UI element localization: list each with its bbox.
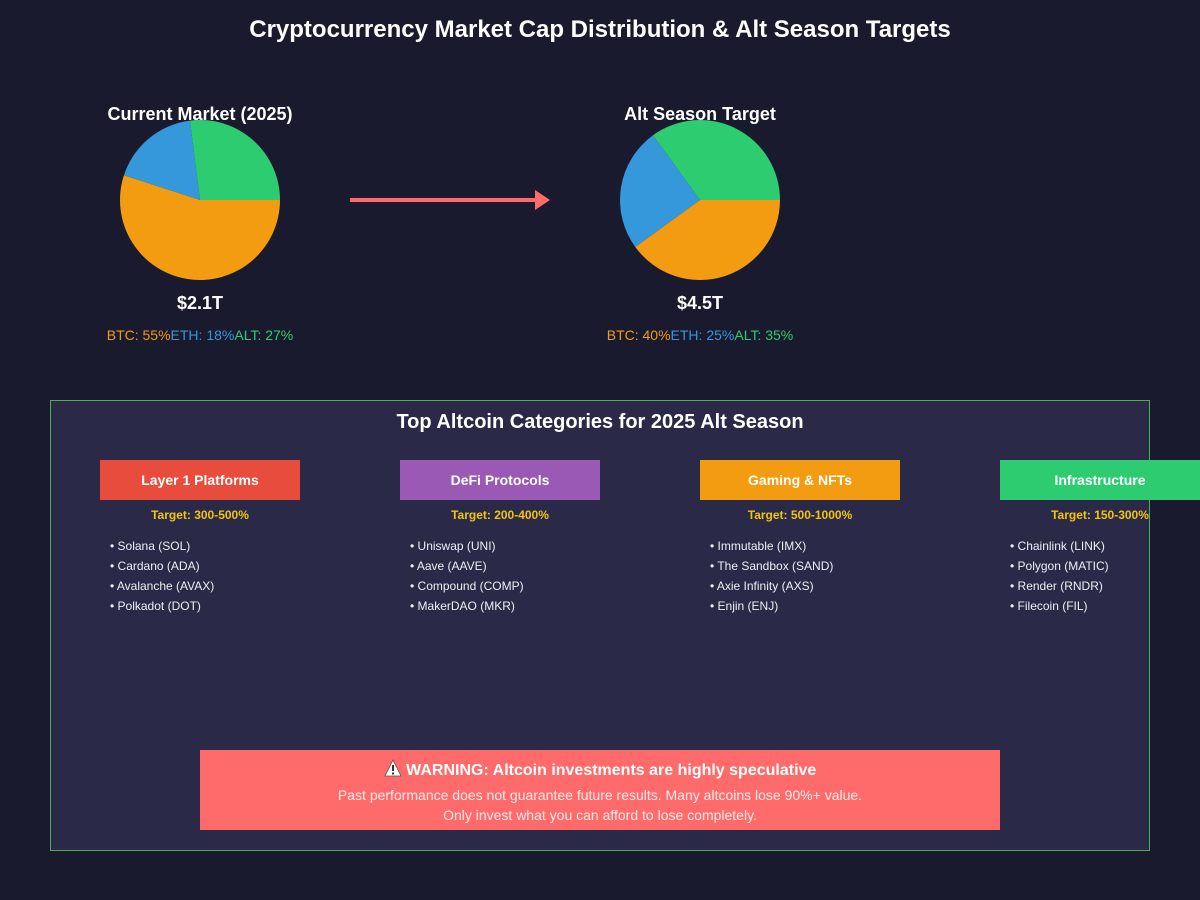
category-target: Target: 150-300% bbox=[1051, 508, 1149, 522]
category-list: • Immutable (IMX) • The Sandbox (SAND) •… bbox=[700, 536, 900, 616]
warning-triangle-icon bbox=[384, 759, 402, 777]
list-item: • Chainlink (LINK) bbox=[1010, 539, 1105, 553]
legend-btc: BTC: 55% bbox=[106, 327, 171, 343]
list-item: • Polygon (MATIC) bbox=[1010, 559, 1109, 573]
category-header-defi: DeFi Protocols bbox=[400, 460, 600, 500]
list-item: • Axie Infinity (AXS) bbox=[710, 579, 814, 593]
category-header-infrastructure: Infrastructure bbox=[1000, 460, 1200, 500]
category-target: Target: 200-400% bbox=[451, 508, 549, 522]
pie-chart-target-svg bbox=[620, 120, 780, 280]
list-item: • Filecoin (FIL) bbox=[1010, 599, 1088, 613]
legend-eth: ETH: 18% bbox=[170, 327, 235, 343]
list-item: • Compound (COMP) bbox=[410, 579, 524, 593]
pie-legend: BTC: 55% ETH: 18% ALT: 27% bbox=[80, 327, 320, 343]
list-item: • Avalanche (AVAX) bbox=[110, 579, 215, 593]
warning-line-1: Past performance does not guarantee futu… bbox=[337, 787, 863, 803]
category-list: • Solana (SOL) • Cardano (ADA) • Avalanc… bbox=[100, 536, 300, 616]
list-item: • Immutable (IMX) bbox=[710, 539, 807, 553]
transition-arrow-icon bbox=[350, 190, 550, 210]
legend-alt: ALT: 27% bbox=[234, 327, 294, 343]
pie-slice-eth bbox=[123, 120, 200, 200]
legend-btc: BTC: 40% bbox=[606, 327, 671, 343]
list-item: • Cardano (ADA) bbox=[110, 559, 200, 573]
list-item: • MakerDAO (MKR) bbox=[410, 599, 515, 613]
list-item: • Render (RNDR) bbox=[1010, 579, 1103, 593]
pie-slice-btc bbox=[120, 175, 280, 280]
warning-title: WARNING: Altcoin investments are highly … bbox=[406, 762, 817, 779]
pie-slice-eth bbox=[620, 135, 700, 248]
category-target: Target: 300-500% bbox=[151, 508, 249, 522]
category-list: • Chainlink (LINK) • Polygon (MATIC) • R… bbox=[1000, 536, 1200, 616]
category-header-gaming: Gaming & NFTs bbox=[700, 460, 900, 500]
pie-title: Current Market (2025) bbox=[107, 104, 293, 124]
categories-title: Top Altcoin Categories for 2025 Alt Seas… bbox=[396, 411, 804, 433]
page-title: Cryptocurrency Market Cap Distribution &… bbox=[249, 16, 951, 43]
pie-total: $2.1T bbox=[176, 293, 224, 313]
list-item: • The Sandbox (SAND) bbox=[710, 559, 834, 573]
warning-banner: WARNING: Altcoin investments are highly … bbox=[200, 750, 1000, 830]
list-item: • Enjin (ENJ) bbox=[710, 599, 779, 613]
legend-eth: ETH: 25% bbox=[670, 327, 735, 343]
list-item: • Solana (SOL) bbox=[110, 539, 191, 553]
category-list: • Uniswap (UNI) • Aave (AAVE) • Compound… bbox=[400, 536, 600, 616]
category-target: Target: 500-1000% bbox=[747, 508, 853, 522]
list-item: • Uniswap (UNI) bbox=[410, 539, 496, 553]
pie-legend: BTC: 40% ETH: 25% ALT: 35% bbox=[580, 327, 820, 343]
warning-title-row: WARNING: Altcoin investments are highly … bbox=[200, 759, 1000, 780]
pie-slice-btc bbox=[635, 200, 780, 280]
legend-alt: ALT: 35% bbox=[734, 327, 794, 343]
list-item: • Aave (AAVE) bbox=[410, 559, 487, 573]
pie-slice-alt bbox=[189, 120, 280, 200]
warning-line-2: Only invest what you can afford to lose … bbox=[443, 807, 757, 823]
pie-chart-current-svg bbox=[120, 120, 280, 280]
pie-total: $4.5T bbox=[676, 293, 724, 313]
list-item: • Polkadot (DOT) bbox=[110, 599, 201, 613]
pie-title: Alt Season Target bbox=[624, 104, 776, 124]
pie-slice-alt bbox=[652, 120, 780, 200]
category-header-layer1: Layer 1 Platforms bbox=[100, 460, 300, 500]
